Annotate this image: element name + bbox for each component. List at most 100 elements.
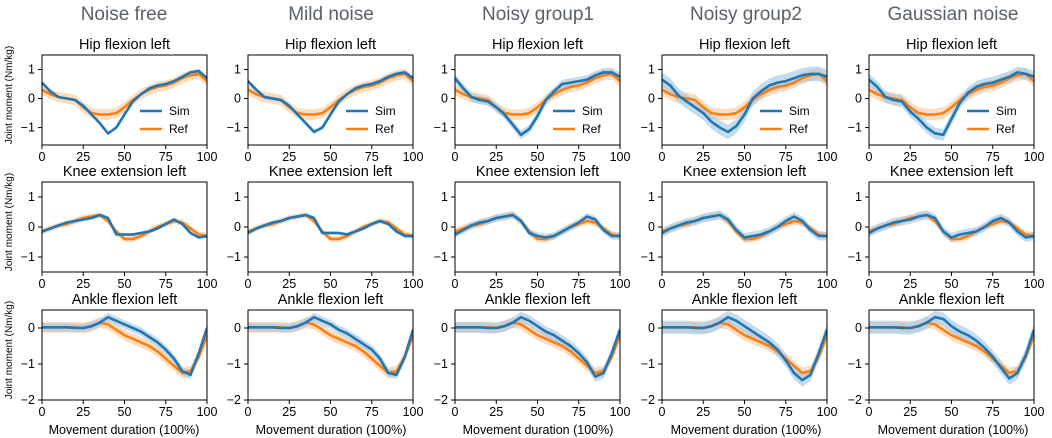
x-tick-label: 25 — [696, 277, 710, 291]
x-tick-label: 25 — [489, 150, 503, 164]
sim-series-line — [455, 213, 620, 239]
x-tick-label: 50 — [324, 405, 338, 419]
y-tick-label: 0 — [234, 220, 241, 234]
x-tick-label: 75 — [986, 277, 1000, 291]
y-tick-label: 1 — [28, 63, 35, 77]
y-tick-label: −1 — [434, 121, 448, 135]
x-tick-label: 50 — [945, 277, 959, 291]
x-tick-label: 100 — [197, 405, 218, 419]
y-tick-label: 0 — [855, 92, 862, 106]
x-tick-label: 0 — [659, 150, 666, 164]
x-tick-label: 75 — [365, 277, 379, 291]
x-tick-label: 25 — [903, 277, 917, 291]
y-tick-label: 0 — [648, 220, 655, 234]
x-tick-label: 100 — [610, 405, 631, 419]
x-tick-label: 75 — [986, 150, 1000, 164]
panel-r2-c1: Knee extension left 0 25 50 75 100 −1 0 1 — [21, 164, 218, 291]
panel-title: Ankle flexion left — [485, 292, 591, 308]
y-axis-label-row-3: Joint moment (Nm/kg) — [4, 301, 15, 399]
x-tick-label: 25 — [282, 277, 296, 291]
y-tick-label: 1 — [234, 63, 241, 77]
panel-title: Hip flexion left — [79, 37, 170, 53]
panel-r3-c1: Ankle flexion left 0 25 50 75 100 −2 −1 0 — [21, 292, 218, 419]
panel-r1-c3: Hip flexion left 0 25 50 75 100 −1 0 1 Sim Ref — [434, 37, 631, 164]
panel-r1-c1: Hip flexion left 0 25 50 75 100 −1 0 1 Sim Ref — [21, 37, 218, 164]
x-tick-label: 100 — [197, 277, 218, 291]
sim-series-line — [869, 315, 1034, 380]
plot-area — [248, 68, 413, 134]
x-tick-label: 75 — [159, 405, 173, 419]
x-tick-label: 50 — [531, 405, 545, 419]
y-tick-label: 1 — [234, 190, 241, 204]
x-tick-label: 100 — [403, 150, 424, 164]
ref-band — [42, 317, 207, 379]
sim-series-line — [248, 315, 413, 377]
x-axis-label-col-5: Movement duration (100%) — [878, 423, 1029, 437]
y-tick-label: −1 — [227, 250, 241, 264]
panel-title: Hip flexion left — [492, 37, 583, 53]
y-tick-label: 1 — [855, 63, 862, 77]
x-tick-label: 25 — [76, 277, 90, 291]
panel-r2-c3: Knee extension left 0 25 50 75 100 −1 0 1 — [434, 164, 631, 291]
plot-area — [869, 66, 1034, 141]
x-axis-label-col-4: Movement duration (100%) — [671, 423, 822, 437]
column-title-noise-free: Noise free — [81, 4, 168, 25]
panel-r2-c2: Knee extension left 0 25 50 75 100 −1 0 1 — [227, 164, 424, 291]
sim-series-line — [869, 71, 1034, 137]
panel-r3-c2: Ankle flexion left 0 25 50 75 100 −2 −1 0 — [227, 292, 424, 419]
y-tick-label: −1 — [21, 357, 35, 371]
x-tick-label: 50 — [118, 150, 132, 164]
y-tick-label: −2 — [641, 393, 655, 407]
x-tick-label: 75 — [779, 277, 793, 291]
x-tick-label: 25 — [903, 150, 917, 164]
x-tick-label: 75 — [779, 150, 793, 164]
x-tick-label: 0 — [659, 405, 666, 419]
panel-r2-c5: Knee extension left 0 25 50 75 100 −1 0 1 — [848, 164, 1045, 291]
plot-area — [662, 210, 827, 243]
sim-series-line — [42, 315, 207, 377]
x-tick-label: 25 — [282, 150, 296, 164]
legend-sim-label: Sim — [582, 104, 603, 118]
sim-series-line — [662, 72, 827, 134]
plot-area — [248, 212, 413, 242]
x-tick-label: 100 — [610, 277, 631, 291]
legend: Sim Ref — [140, 104, 190, 136]
x-tick-label: 100 — [610, 150, 631, 164]
x-tick-label: 75 — [572, 277, 586, 291]
x-tick-label: 0 — [866, 277, 873, 291]
y-tick-label: −2 — [434, 393, 448, 407]
x-tick-label: 25 — [76, 150, 90, 164]
x-tick-label: 0 — [39, 405, 46, 419]
panel-r1-c4: Hip flexion left 0 25 50 75 100 −1 0 1 Sim Ref — [641, 37, 838, 164]
y-tick-label: −2 — [848, 393, 862, 407]
sim-band — [42, 312, 207, 380]
x-tick-label: 0 — [452, 277, 459, 291]
y-tick-label: −1 — [21, 121, 35, 135]
panel-r1-c5: Hip flexion left 0 25 50 75 100 −1 0 1 Sim Ref — [848, 37, 1045, 164]
x-tick-label: 25 — [696, 405, 710, 419]
sim-series-line — [662, 213, 827, 239]
plot-area — [869, 310, 1034, 385]
y-tick-label: 0 — [28, 220, 35, 234]
legend-sim-label: Sim — [789, 104, 810, 118]
x-tick-label: 50 — [118, 277, 132, 291]
y-tick-label: −1 — [848, 250, 862, 264]
x-tick-label: 50 — [324, 277, 338, 291]
y-tick-label: 0 — [234, 92, 241, 106]
x-axis-label-col-2: Movement duration (100%) — [256, 423, 407, 437]
x-axis-label-col-3: Movement duration (100%) — [463, 423, 614, 437]
x-tick-label: 100 — [817, 405, 838, 419]
legend-ref-label: Ref — [789, 122, 808, 136]
column-title-gaussian-noise: Gaussian noise — [888, 4, 1019, 25]
ref-series-line — [662, 72, 827, 116]
x-tick-label: 100 — [1024, 405, 1045, 419]
sim-series-line — [248, 213, 413, 238]
y-tick-label: −2 — [227, 393, 241, 407]
x-tick-label: 75 — [779, 405, 793, 419]
x-tick-label: 50 — [324, 150, 338, 164]
legend-ref-label: Ref — [375, 122, 394, 136]
y-axis-label-row-1: Joint moment (Nm/kg) — [4, 46, 15, 144]
panel-title: Ankle flexion left — [72, 292, 178, 308]
panel-r3-c4: Ankle flexion left 0 25 50 75 100 −2 −1 0 — [641, 292, 838, 419]
